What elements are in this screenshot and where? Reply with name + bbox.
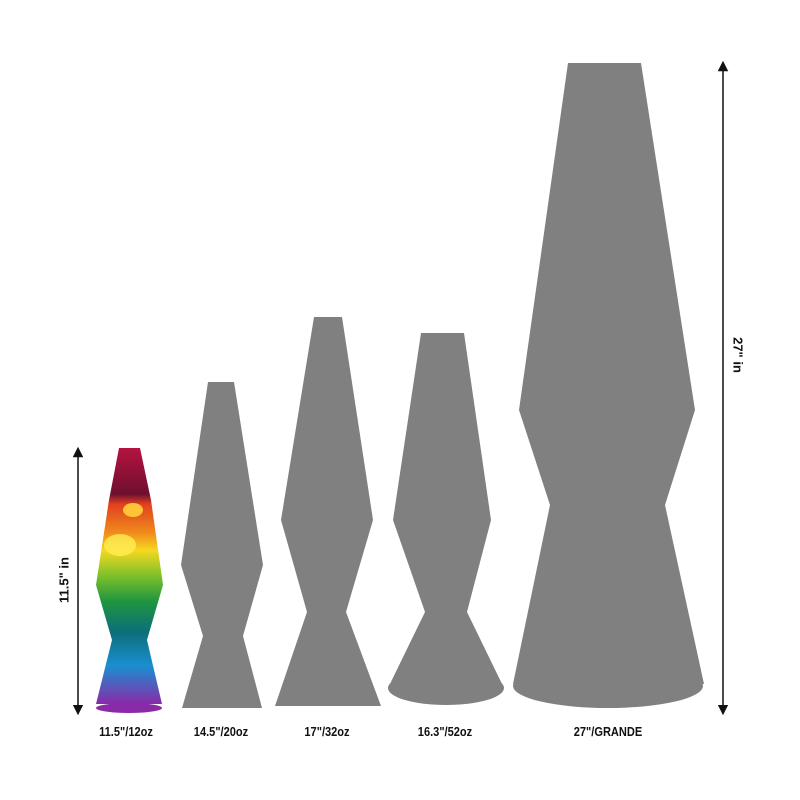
lamp-14-5-silhouette bbox=[181, 382, 263, 708]
lamp-label-grande: 27"/GRANDE bbox=[573, 724, 643, 739]
lamp-label-12oz: 11.5"/12oz bbox=[99, 724, 153, 739]
left-height-label: 11.5" in bbox=[56, 557, 72, 603]
lamp-label-32oz: 17"/32oz bbox=[304, 724, 350, 739]
lamp-label-52oz: 16.3"/52oz bbox=[417, 724, 473, 739]
lamp-label-20oz: 14.5"/20oz bbox=[193, 724, 249, 739]
right-height-label: 27" in bbox=[730, 337, 746, 373]
lamp-16-3-silhouette bbox=[388, 333, 504, 705]
lamp-17-silhouette bbox=[275, 317, 381, 706]
lamp-11-5-rainbow bbox=[96, 448, 163, 713]
lamp-27-grande-silhouette bbox=[513, 63, 704, 708]
